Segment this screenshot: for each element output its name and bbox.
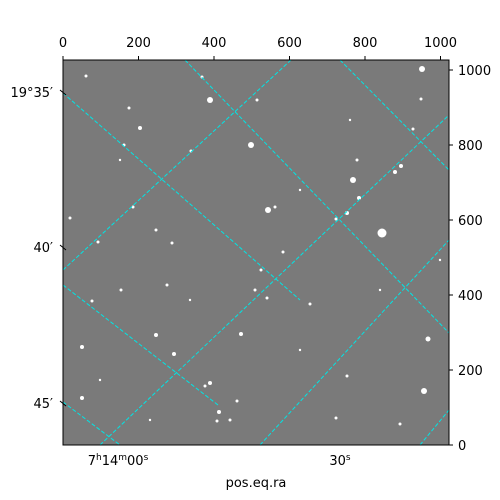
dec-tick-label-45: 45′ bbox=[34, 397, 54, 412]
star bbox=[138, 126, 142, 130]
star bbox=[127, 106, 131, 110]
plot-frame bbox=[62, 59, 450, 446]
star bbox=[298, 188, 302, 192]
star bbox=[119, 288, 123, 292]
grid-line bbox=[63, 92, 301, 301]
right-tick-0: 0 bbox=[458, 439, 466, 454]
grid-line bbox=[63, 284, 219, 406]
ra-tick-label-1400: 7h14m00s bbox=[88, 453, 149, 469]
top-tick-1000: 1000 bbox=[424, 36, 457, 51]
grid-line bbox=[99, 114, 449, 445]
image-background bbox=[63, 60, 449, 445]
star bbox=[188, 298, 192, 302]
top-pixel-axis: 0 200 400 600 800 1000 bbox=[59, 36, 457, 60]
grid-line bbox=[419, 409, 449, 445]
star bbox=[217, 410, 221, 414]
star bbox=[355, 158, 359, 162]
star bbox=[298, 348, 302, 352]
top-tick-0: 0 bbox=[59, 36, 67, 51]
star bbox=[425, 336, 431, 342]
star bbox=[398, 422, 402, 426]
star bbox=[265, 296, 269, 300]
grid-line bbox=[259, 239, 449, 445]
star bbox=[411, 127, 415, 131]
star bbox=[96, 240, 100, 244]
star bbox=[84, 74, 88, 78]
star bbox=[68, 216, 72, 220]
star bbox=[235, 399, 239, 403]
right-pixel-axis: 0 200 400 600 800 1000 bbox=[449, 64, 491, 454]
star bbox=[154, 333, 158, 337]
star bbox=[80, 345, 84, 349]
star bbox=[170, 241, 174, 245]
star bbox=[165, 283, 169, 287]
grid-line bbox=[339, 60, 449, 171]
star bbox=[421, 388, 427, 394]
dec-tick-label-40: 40′ bbox=[34, 241, 54, 256]
ra-axis: 7h14m00s 30s pos.eq.ra bbox=[88, 453, 351, 491]
star bbox=[350, 177, 356, 183]
star bbox=[281, 250, 285, 254]
ra-tick-label-30: 30s bbox=[329, 453, 351, 469]
star bbox=[154, 228, 158, 232]
right-tick-400: 400 bbox=[458, 289, 483, 304]
star bbox=[208, 381, 212, 385]
star bbox=[90, 299, 94, 303]
dec-axis: 19°35′ 40′ 45′ bbox=[10, 86, 67, 412]
grid-line bbox=[184, 60, 449, 334]
star bbox=[348, 118, 352, 122]
star bbox=[273, 205, 277, 209]
star bbox=[215, 419, 219, 423]
star bbox=[259, 268, 263, 272]
star bbox=[393, 170, 397, 174]
star bbox=[239, 332, 243, 336]
top-tick-400: 400 bbox=[202, 36, 227, 51]
star bbox=[399, 164, 403, 168]
top-tick-800: 800 bbox=[353, 36, 378, 51]
star bbox=[207, 97, 213, 103]
grid-line bbox=[63, 60, 292, 271]
top-tick-600: 600 bbox=[277, 36, 302, 51]
star bbox=[253, 288, 257, 292]
star bbox=[80, 396, 84, 400]
star bbox=[334, 416, 338, 420]
star bbox=[98, 378, 102, 382]
sky-image bbox=[63, 60, 449, 445]
right-tick-200: 200 bbox=[458, 364, 483, 379]
star bbox=[334, 217, 338, 221]
right-tick-600: 600 bbox=[458, 214, 483, 229]
right-tick-1000: 1000 bbox=[458, 64, 491, 79]
star bbox=[172, 352, 176, 356]
star bbox=[265, 207, 271, 213]
star bbox=[148, 418, 152, 422]
star bbox=[248, 142, 254, 148]
star bbox=[438, 258, 442, 262]
star bbox=[131, 205, 135, 209]
star bbox=[419, 66, 425, 72]
star bbox=[345, 374, 349, 378]
star bbox=[118, 158, 122, 162]
star bbox=[378, 288, 382, 292]
star bbox=[308, 302, 312, 306]
dec-tick-label-35: 19°35′ bbox=[10, 86, 53, 101]
right-tick-800: 800 bbox=[458, 139, 483, 154]
star bbox=[228, 418, 232, 422]
star bbox=[419, 97, 423, 101]
star bbox=[255, 98, 259, 102]
star bbox=[377, 228, 387, 238]
top-tick-200: 200 bbox=[126, 36, 151, 51]
x-axis-title: pos.eq.ra bbox=[226, 476, 287, 491]
coordinate-grid bbox=[63, 60, 449, 445]
star bbox=[203, 384, 207, 388]
